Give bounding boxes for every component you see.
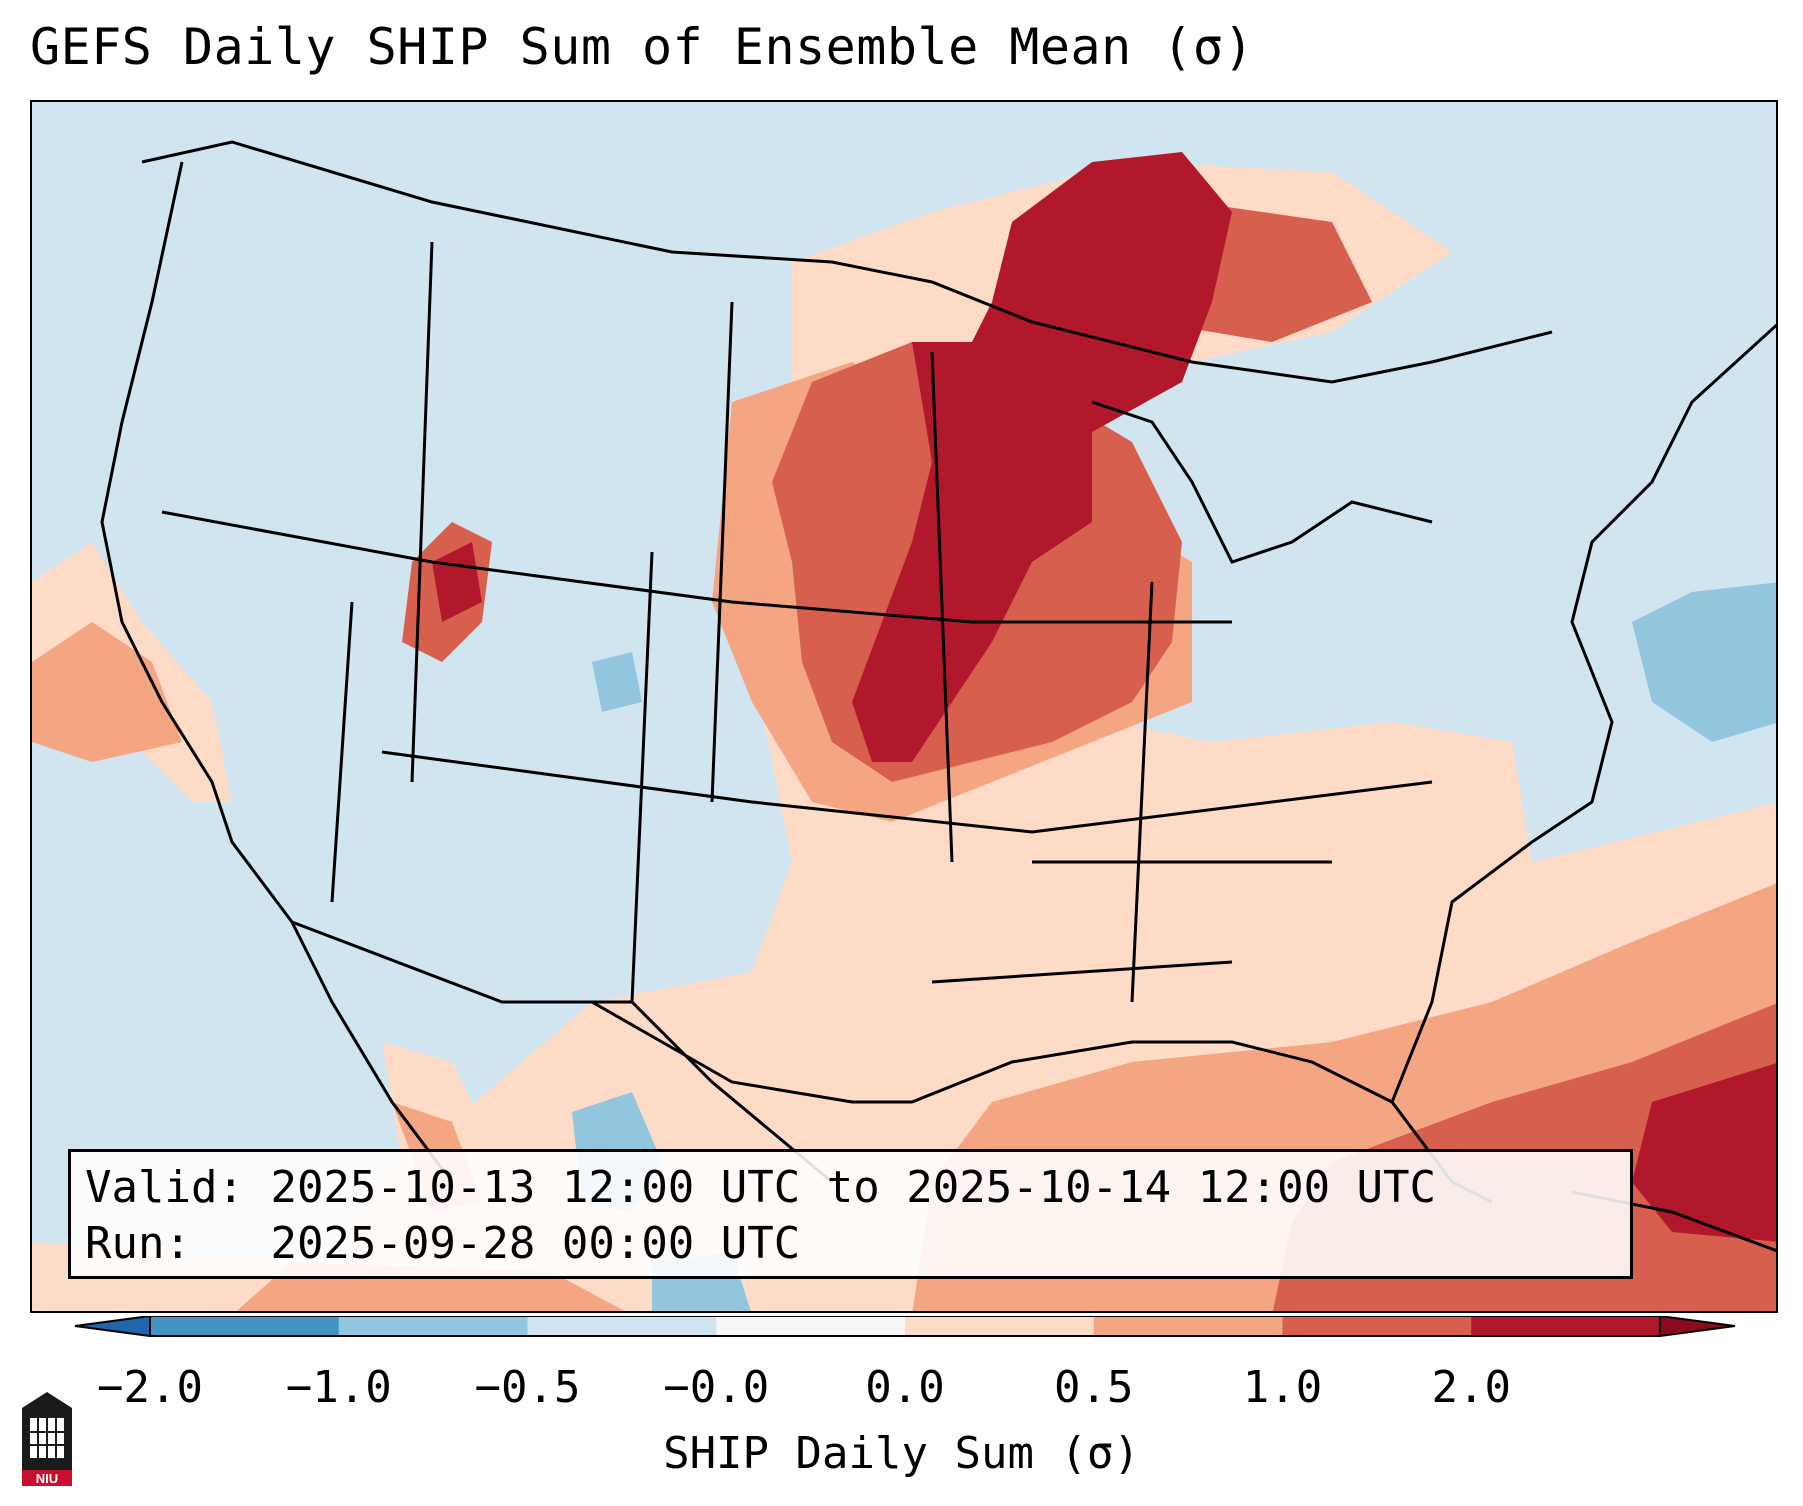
map-title: GEFS Daily SHIP Sum of Ensemble Mean (σ)	[30, 18, 1255, 76]
colorbar-segment	[150, 1316, 340, 1336]
colorbar-segment	[1282, 1316, 1472, 1336]
state-line-1	[161, 510, 1232, 624]
us-canada-border	[141, 140, 1553, 384]
colorbar-tick-label: 0.5	[1054, 1362, 1134, 1413]
great-lakes	[1091, 400, 1433, 564]
anomaly-region-light-blue-colorado	[592, 652, 642, 712]
colorbar-segment	[338, 1316, 528, 1336]
colorbar-tick-label: 1.0	[1242, 1362, 1323, 1413]
state-line-2	[381, 750, 1433, 834]
colorbar-extend-low	[74, 1316, 151, 1338]
state-line-3	[330, 601, 354, 903]
colorbar-segment	[1471, 1316, 1661, 1336]
niu-logo: NIU	[22, 1392, 72, 1486]
run-label: Run:	[85, 1218, 191, 1269]
colorbar-segment	[1093, 1316, 1283, 1336]
colorbar-label: SHIP Daily Sum (σ)	[663, 1428, 1140, 1479]
valid-time-range: 2025-10-13 12:00 UTC to 2025-10-14 12:00…	[270, 1162, 1437, 1213]
map-panel: Valid: 2025-10-13 12:00 UTC to 2025-10-1…	[30, 100, 1778, 1313]
valid-run-info-box: Valid: 2025-10-13 12:00 UTC to 2025-10-1…	[68, 1149, 1633, 1279]
colorbar-extend-high	[1659, 1316, 1736, 1338]
colorbar-segment	[905, 1316, 1095, 1336]
state-boundaries	[100, 140, 1776, 1253]
colorbar-tick-label: −0.0	[663, 1362, 770, 1413]
east-coast	[1390, 323, 1776, 1103]
anomaly-core-dark-red-carib	[1632, 1063, 1776, 1242]
run-time: 2025-09-28 00:00 UTC	[270, 1218, 801, 1269]
valid-label: Valid:	[85, 1162, 244, 1213]
state-line-6	[1130, 581, 1154, 1003]
ship-field-map	[32, 140, 1776, 1311]
state-line-8	[410, 241, 434, 783]
logo-text: NIU	[36, 1471, 58, 1486]
state-line-7	[710, 301, 734, 803]
state-line-10	[931, 960, 1233, 984]
anomaly-region-light-blue-atlantic	[1632, 582, 1776, 742]
colorbar-segments	[150, 1316, 1661, 1336]
anomaly-core-dark-red	[852, 152, 1232, 762]
west-coast	[100, 161, 454, 1183]
colorbar	[74, 1316, 1736, 1338]
colorbar-segment	[716, 1316, 906, 1336]
anomaly-core-dark-red-minnesota	[912, 342, 1052, 482]
colorbar-tick-label: 2.0	[1431, 1362, 1511, 1413]
colorbar-tick-label: −0.5	[474, 1362, 581, 1413]
colorbar-segment	[527, 1316, 717, 1336]
colorbar-frame	[149, 1316, 1661, 1337]
ship-anomaly-field	[32, 152, 1776, 1311]
anomaly-region-mid-red-west	[32, 622, 182, 762]
state-line-4	[630, 551, 654, 1003]
anomaly-core-dark-red-idaho	[432, 542, 482, 622]
colorbar-tick-label: −1.0	[285, 1362, 392, 1413]
state-line-5	[930, 351, 954, 863]
colorbar-tick-label: 0.0	[865, 1362, 945, 1413]
colorbar-tick-label: −2.0	[97, 1362, 203, 1413]
gulf-coast	[591, 1000, 1393, 1104]
